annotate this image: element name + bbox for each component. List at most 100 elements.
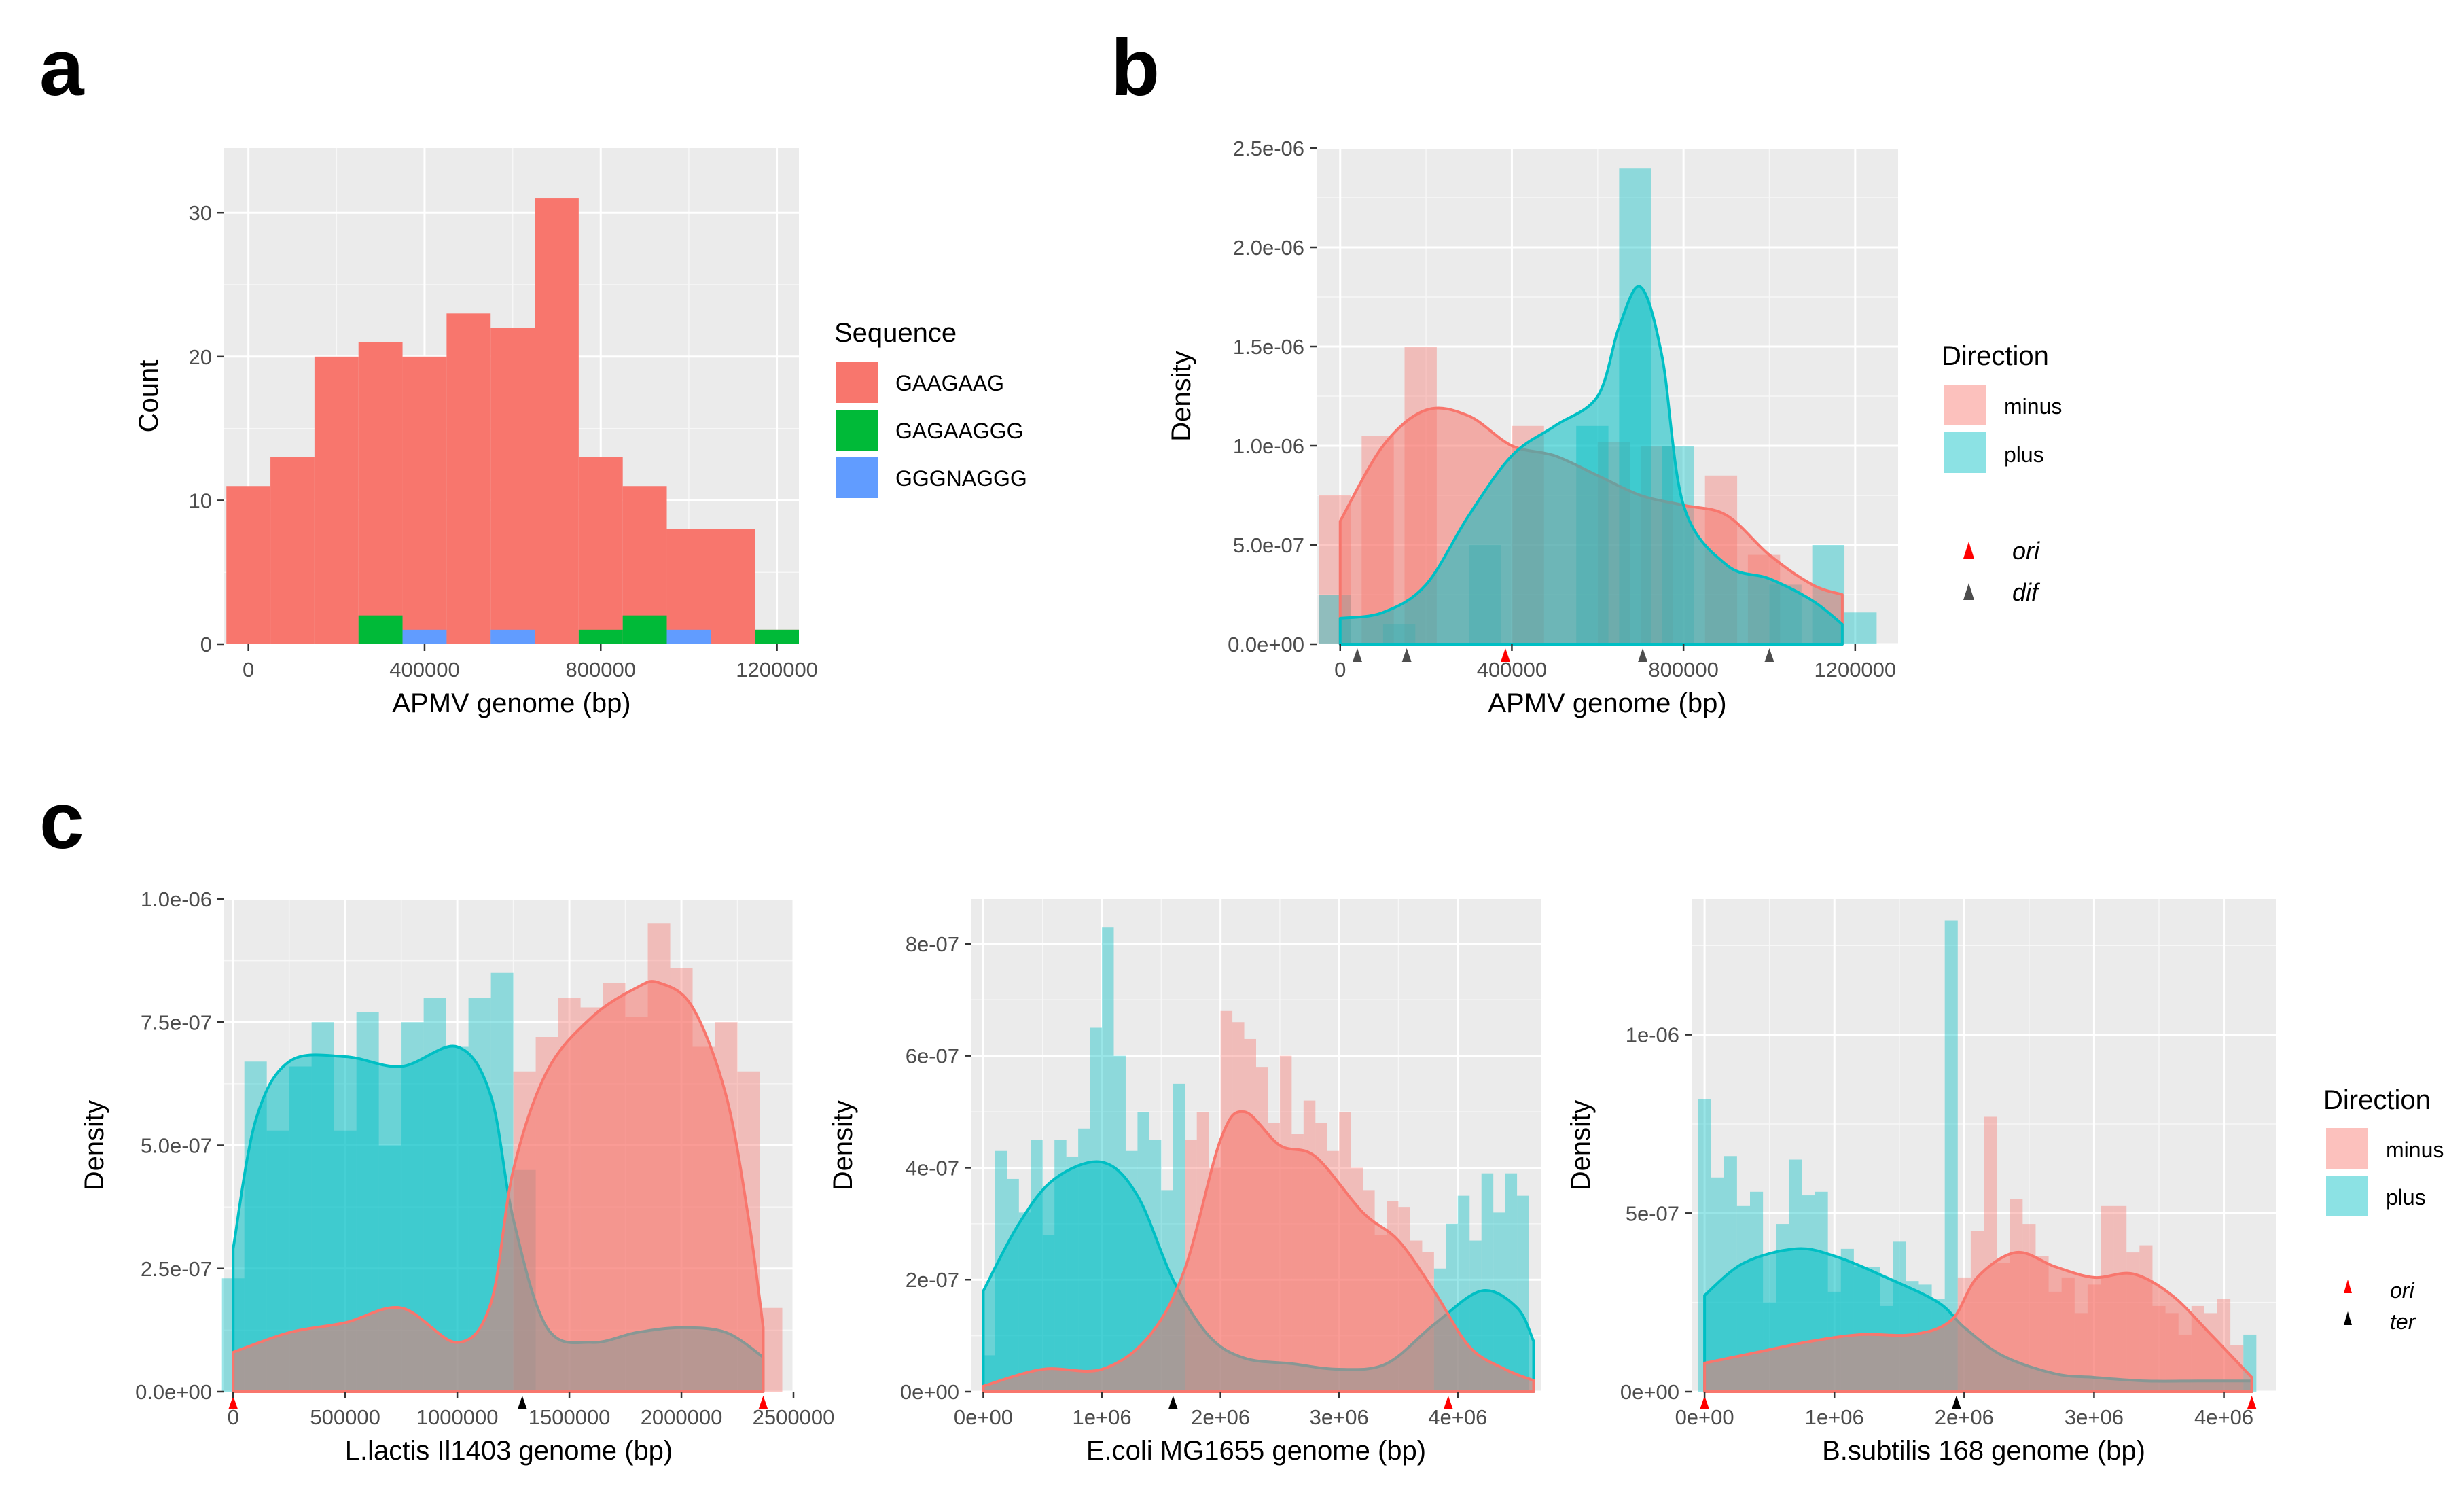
legend-c-ori-label: ori <box>2390 1278 2414 1303</box>
a-bar-gaagaag <box>226 486 271 644</box>
a-y-axis-title: Count <box>134 360 164 433</box>
legend-c-ter-label: ter <box>2390 1309 2416 1334</box>
a-bar-gaagaag <box>314 356 359 644</box>
a-xtick-label: 800000 <box>566 658 636 682</box>
a-bar-gaagaag <box>446 313 491 644</box>
c3-x-axis-title: B.subtilis 168 genome (bp) <box>1822 1436 2145 1466</box>
legend-a-swatch-2 <box>836 457 878 498</box>
legend-c-label-minus: minus <box>2386 1138 2444 1162</box>
chart-c3: 0e+00 1e+06 2e+06 3e+06 4e+06 0e+00 5e-07 1e-06… <box>1566 899 2276 1466</box>
c1-marker-ter <box>517 1396 527 1409</box>
legend-b-swatch-plus <box>1944 432 1986 473</box>
b-ytick-label: 2.0e-06 <box>1233 236 1304 260</box>
c1-y-axis-title: Density <box>79 1100 109 1191</box>
legend-b-swatch-minus <box>1944 385 1986 425</box>
c3-xtick-label: 0e+00 <box>1675 1405 1734 1429</box>
c2-ytick-label: 8e-07 <box>906 932 959 956</box>
legend-b-label-plus: plus <box>2004 442 2044 467</box>
a-bar-gaagaag <box>535 198 579 644</box>
c1-marker-ori <box>758 1396 768 1409</box>
b-y-axis-title: Density <box>1166 351 1196 441</box>
a-bar-gagaaggg <box>755 629 799 644</box>
a-x-axis-title: APMV genome (bp) <box>392 688 630 718</box>
c1-ytick-label: 2.5e-07 <box>141 1257 212 1281</box>
legend-b: Direction minus plus ori dif <box>1942 341 2062 606</box>
a-ytick-label: 30 <box>189 201 212 225</box>
legend-b-ori-label: ori <box>2012 537 2040 565</box>
legend-a-label-2: GGGNAGGG <box>895 466 1027 491</box>
a-bar-gaagaag <box>358 342 403 644</box>
c1-ytick-label: 1.0e-06 <box>141 887 212 911</box>
legend-a: Sequence GAAGAAG GAGAAGGG GGGNAGGG <box>834 318 1027 498</box>
c3-marker-ori <box>2247 1396 2257 1409</box>
c1-ytick-label: 7.5e-07 <box>141 1010 212 1034</box>
legend-a-title: Sequence <box>834 318 957 348</box>
a-bar-gggnaggg <box>490 629 535 644</box>
c1-xtick-label: 500000 <box>310 1405 380 1429</box>
legend-c-swatch-minus <box>2326 1128 2368 1169</box>
legend-c-label-plus: plus <box>2386 1185 2426 1210</box>
a-bar-gaagaag <box>270 457 315 644</box>
legend-c-swatch-plus <box>2326 1176 2368 1216</box>
legend-b-dif-marker <box>1963 583 1974 600</box>
c2-ytick-label: 2e-07 <box>906 1268 959 1292</box>
c1-marker-ori <box>228 1396 238 1409</box>
b-marker-ori <box>1500 648 1510 662</box>
c1-xtick-label: 2500000 <box>753 1405 835 1429</box>
chart-c1: 0 500000 1000000 1500000 2000000 2500000 0.0e+… <box>79 887 834 1466</box>
c2-ytick-label: 0e+00 <box>900 1380 959 1404</box>
a-bar-gaagaag <box>578 457 623 644</box>
c3-xtick-label: 2e+06 <box>1935 1405 1994 1429</box>
panel-label-a: a <box>39 23 85 113</box>
a-ytick-label: 20 <box>189 345 212 369</box>
c2-xtick-label: 1e+06 <box>1073 1405 1132 1429</box>
c2-marker-ter <box>1168 1396 1178 1409</box>
b-xtick-label: 800000 <box>1648 658 1718 682</box>
c3-ytick-label: 5e-07 <box>1626 1201 1679 1225</box>
c1-ytick-label: 5.0e-07 <box>141 1134 212 1158</box>
c1-xtick-label: 1500000 <box>529 1405 611 1429</box>
a-ytick-label: 0 <box>200 633 212 656</box>
legend-b-title: Direction <box>1942 341 2049 371</box>
a-bar-gaagaag <box>666 529 711 644</box>
c3-ytick-label: 0e+00 <box>1620 1380 1679 1404</box>
legend-c-ter-marker <box>2344 1311 2352 1325</box>
a-xtick-label: 0 <box>243 658 254 682</box>
c2-ytick-label: 4e-07 <box>906 1156 959 1180</box>
c2-density-minus <box>982 1110 1535 1393</box>
a-xtick-label: 1200000 <box>736 658 818 682</box>
b-ytick-label: 0.0e+00 <box>1228 633 1304 656</box>
c2-xtick-label: 0e+00 <box>954 1405 1013 1429</box>
c3-xtick-label: 4e+06 <box>2194 1405 2253 1429</box>
a-ytick-label: 10 <box>189 489 212 512</box>
a-bar-gagaaggg <box>622 615 667 644</box>
legend-a-swatch-1 <box>836 410 878 451</box>
c2-xtick-label: 2e+06 <box>1191 1405 1250 1429</box>
c2-y-axis-title: Density <box>828 1100 858 1191</box>
chart-b: 0 400000 800000 1200000 0.0e+00 5.0e-07 1.0e-0… <box>1166 137 1898 718</box>
c3-ytick-label: 1e-06 <box>1626 1023 1679 1047</box>
a-bar-gggnaggg <box>666 629 711 644</box>
c3-xtick-label: 3e+06 <box>2065 1405 2124 1429</box>
c1-density-minus <box>232 980 765 1393</box>
legend-b-label-minus: minus <box>2004 394 2062 419</box>
c2-xtick-label: 3e+06 <box>1310 1405 1369 1429</box>
b-x-axis-title: APMV genome (bp) <box>1488 688 1726 718</box>
a-xtick-label: 400000 <box>389 658 459 682</box>
c2-marker-ori <box>1443 1396 1453 1409</box>
b-density-plus <box>1338 285 1844 646</box>
c2-x-axis-title: E.coli MG1655 genome (bp) <box>1086 1436 1426 1466</box>
b-marker-dif <box>1764 648 1774 662</box>
b-ytick-label: 2.5e-06 <box>1233 137 1304 160</box>
b-marker-dif <box>1353 648 1363 662</box>
b-ytick-label: 1.5e-06 <box>1233 335 1304 359</box>
b-ytick-label: 1.0e-06 <box>1233 434 1304 458</box>
b-xtick-label: 0 <box>1334 658 1346 682</box>
b-marker-dif <box>1401 648 1412 662</box>
legend-c-ori-marker <box>2344 1280 2352 1293</box>
c3-density-minus <box>1703 1250 2253 1393</box>
c3-marker-ori <box>1700 1396 1710 1409</box>
b-hist-bar-plus <box>1844 612 1877 644</box>
c1-xtick-label: 0 <box>228 1405 239 1429</box>
panel-label-c: c <box>39 776 84 866</box>
